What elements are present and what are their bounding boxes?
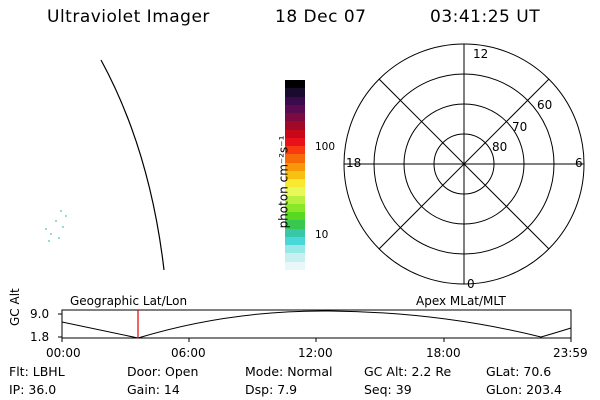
colorbar-swatch bbox=[285, 195, 305, 204]
colorbar-swatch bbox=[285, 80, 305, 89]
lat-label-70: 70 bbox=[512, 120, 528, 134]
gc-alt-max: 9.0 bbox=[30, 307, 50, 321]
colorbar-swatch bbox=[285, 170, 305, 179]
colorbar-swatch bbox=[285, 129, 305, 138]
colorbar-swatch bbox=[285, 162, 305, 171]
colorbar-swatch bbox=[285, 253, 305, 262]
mlt-label-12: 12 bbox=[473, 47, 489, 61]
colorbar-swatch bbox=[285, 212, 305, 221]
colorbar-swatch bbox=[285, 146, 305, 155]
gc-alt-min: 1.8 bbox=[30, 330, 50, 344]
colorbar-tick-100: 100 bbox=[315, 141, 336, 153]
intensity-colorbar bbox=[285, 80, 305, 270]
colorbar-swatch bbox=[285, 104, 305, 113]
earth-limb-arc bbox=[100, 59, 165, 271]
gc-alt-axis-title: GC Alt bbox=[8, 288, 22, 326]
colorbar-swatch bbox=[285, 228, 305, 237]
gain-readout: Gain: 14 bbox=[127, 382, 180, 397]
colorbar-tick-10: 10 bbox=[315, 229, 329, 241]
colorbar-swatch bbox=[285, 245, 305, 254]
apex-label: Apex MLat/MLT bbox=[416, 294, 506, 308]
door-readout: Door: Open bbox=[127, 364, 199, 379]
colorbar-swatch bbox=[285, 137, 305, 146]
glon-readout: GLon: 203.4 bbox=[486, 382, 562, 397]
colorbar-swatch bbox=[285, 261, 305, 270]
colorbar-swatch bbox=[285, 187, 305, 196]
geographic-label: Geographic Lat/Lon bbox=[70, 294, 188, 308]
time-tick-1200: 12:00 bbox=[298, 346, 333, 360]
colorbar-swatch bbox=[285, 88, 305, 97]
time-tick-2359: 23:59 bbox=[553, 346, 588, 360]
mlt-label-18: 18 bbox=[346, 156, 362, 170]
mlt-label-6: 6 bbox=[575, 156, 583, 170]
time-tick-0000: 00:00 bbox=[46, 346, 81, 360]
mlt-label-0: 0 bbox=[467, 277, 475, 291]
polar-grid bbox=[343, 43, 585, 285]
timeline-ticks bbox=[58, 313, 572, 342]
time-tick-1800: 18:00 bbox=[426, 346, 461, 360]
observation-time: 03:41:25 UT bbox=[430, 7, 541, 27]
colorbar-unit-label: photon cm⁻²s⁻¹ bbox=[276, 135, 291, 229]
dsp-readout: Dsp: 7.9 bbox=[245, 382, 298, 397]
lat-label-80: 80 bbox=[492, 140, 508, 154]
observation-date: 18 Dec 07 bbox=[275, 7, 367, 27]
instrument-title: Ultraviolet Imager bbox=[47, 7, 210, 27]
colorbar-swatch bbox=[285, 236, 305, 245]
glat-readout: GLat: 70.6 bbox=[486, 364, 552, 379]
gc-alt-readout: GC Alt: 2.2 Re bbox=[364, 364, 452, 379]
colorbar-swatch bbox=[285, 121, 305, 130]
colorbar-swatch bbox=[285, 96, 305, 105]
colorbar-swatch bbox=[285, 154, 305, 163]
aurora-speckles bbox=[45, 210, 67, 242]
ip-readout: IP: 36.0 bbox=[9, 382, 57, 397]
seq-readout: Seq: 39 bbox=[364, 382, 412, 397]
time-tick-0600: 06:00 bbox=[171, 346, 206, 360]
altitude-curve bbox=[61, 310, 572, 339]
colorbar-swatch bbox=[285, 113, 305, 122]
lat-label-60: 60 bbox=[537, 98, 553, 112]
colorbar-swatch bbox=[285, 220, 305, 229]
mode-readout: Mode: Normal bbox=[245, 364, 333, 379]
colorbar-swatch bbox=[285, 179, 305, 188]
colorbar-swatch bbox=[285, 203, 305, 212]
filter-readout: Flt: LBHL bbox=[9, 364, 65, 379]
